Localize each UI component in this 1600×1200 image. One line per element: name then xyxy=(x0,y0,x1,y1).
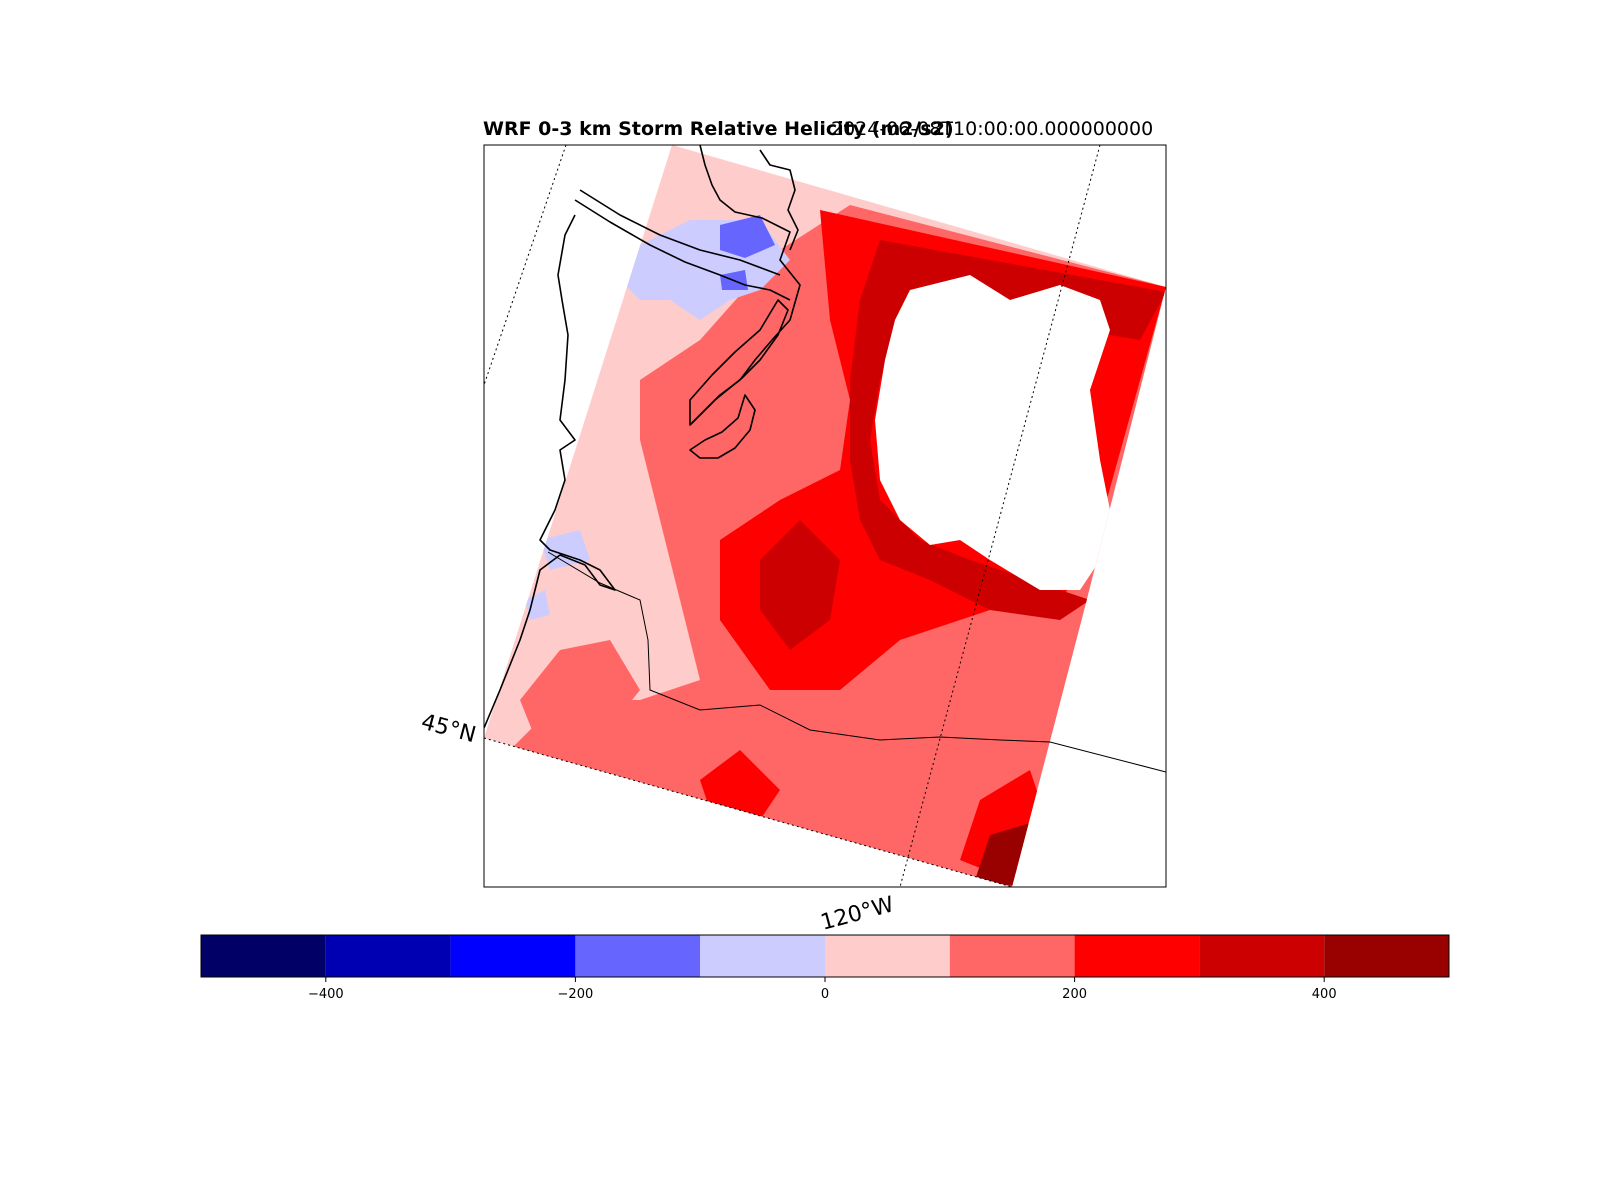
colorbar-bin xyxy=(450,935,576,977)
lat-label: 45°N xyxy=(418,710,478,749)
colorbar-bin xyxy=(1199,935,1325,977)
contour-pos-very-strong-inland xyxy=(760,520,840,650)
lon-label: 120°W xyxy=(818,892,897,936)
graticule xyxy=(484,145,1101,887)
colorbar-bin xyxy=(949,935,1075,977)
colorbar-bin xyxy=(1324,935,1449,977)
colorbar-bin xyxy=(700,935,825,977)
state-borders xyxy=(547,551,1166,773)
plot-timestamp: 2024-06-08T10:00:00.000000000 xyxy=(831,118,1154,140)
contour-neg-mid xyxy=(720,215,775,258)
colorbar-tick-label: 200 xyxy=(1062,987,1087,1002)
colorbar: −400 −200 0 200 400 xyxy=(200,934,1450,1002)
plot-title: WRF 0-3 km Storm Relative Helicity (m2/s… xyxy=(483,118,954,140)
contour-pos-strong-south xyxy=(700,750,780,820)
colorbar-bin xyxy=(325,935,451,977)
contour-pos-very-strong xyxy=(850,240,1166,620)
colorbar-tick-label: 400 xyxy=(1312,987,1337,1002)
colorbar-bin xyxy=(1074,935,1200,977)
colorbar-bin xyxy=(825,935,950,977)
coastlines xyxy=(484,145,801,729)
colorbar-bin xyxy=(575,935,701,977)
colorbar-bin xyxy=(201,935,326,977)
colorbar-tick-label: −200 xyxy=(558,987,594,1002)
map-frame xyxy=(483,144,1167,888)
contour-pos-mid-west xyxy=(520,640,640,750)
contour-neg-weak-sw xyxy=(525,590,550,620)
helicity-contours xyxy=(500,205,1166,887)
colorbar-tick-label: −400 xyxy=(308,987,344,1002)
colorbar-tick-label: 0 xyxy=(821,987,829,1002)
missing-data-region xyxy=(875,275,1110,590)
